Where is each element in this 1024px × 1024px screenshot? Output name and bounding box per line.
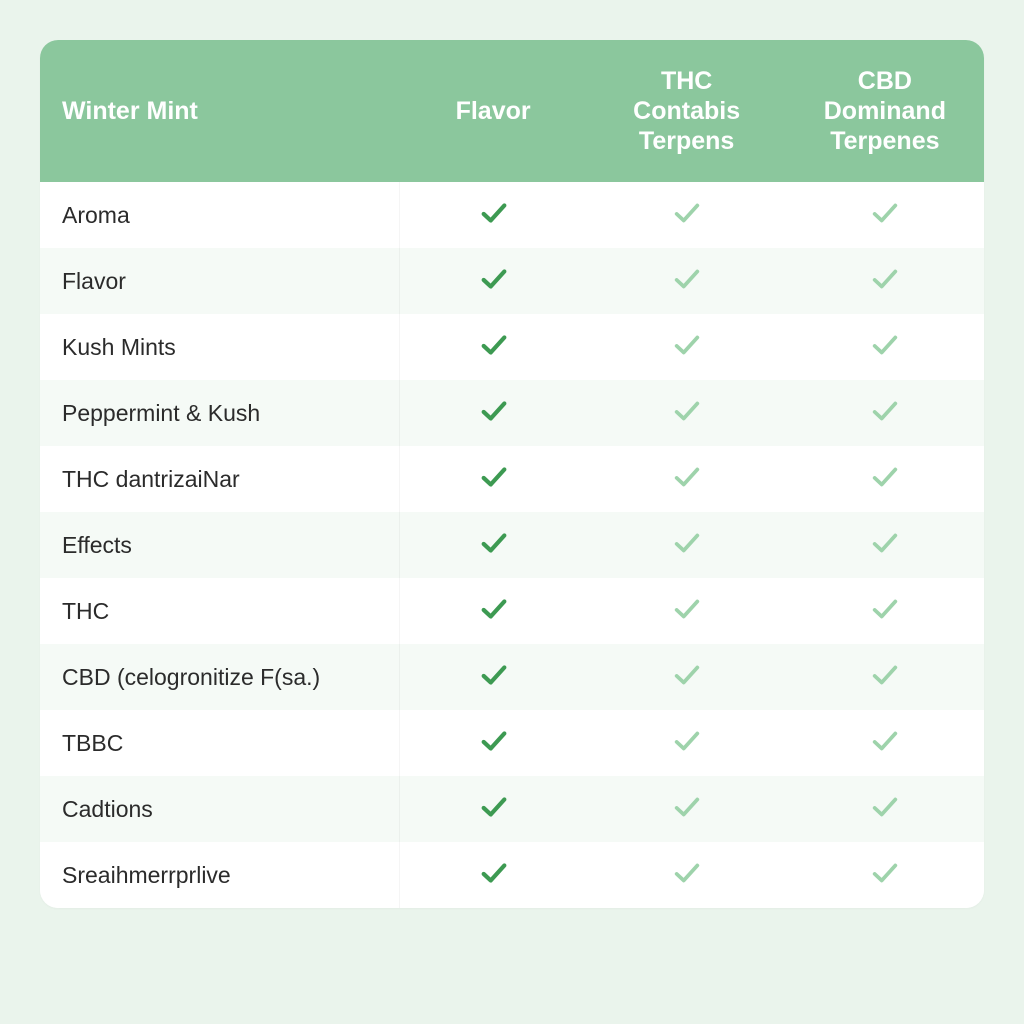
check-icon — [479, 330, 509, 365]
check-icon — [479, 396, 509, 431]
check-icon — [672, 792, 702, 827]
check-icon — [479, 462, 509, 497]
check-icon — [479, 528, 509, 563]
table-header-row: Winter Mint Flavor THC Contabis Terpens … — [40, 40, 984, 182]
check-icon — [870, 264, 900, 299]
col-header-flavor: Flavor — [399, 40, 588, 182]
table-row: CBD (celogronitize F(sa.) — [40, 644, 984, 710]
check-icon — [672, 528, 702, 563]
row-cell — [588, 446, 786, 512]
row-cell — [588, 578, 786, 644]
row-label: TBBC — [40, 710, 399, 776]
row-label: THC dantrizaiNar — [40, 446, 399, 512]
check-icon — [672, 726, 702, 761]
row-label: Flavor — [40, 248, 399, 314]
table-row: THC — [40, 578, 984, 644]
row-cell — [786, 314, 984, 380]
check-icon — [870, 528, 900, 563]
row-cell — [399, 380, 588, 446]
check-icon — [870, 594, 900, 629]
check-icon — [672, 198, 702, 233]
row-cell — [588, 644, 786, 710]
table-row: Sreaihmerrprlive — [40, 842, 984, 908]
row-label: Aroma — [40, 182, 399, 248]
row-label: Kush Mints — [40, 314, 399, 380]
row-cell — [786, 380, 984, 446]
row-cell — [588, 248, 786, 314]
row-cell — [786, 512, 984, 578]
check-icon — [479, 198, 509, 233]
row-cell — [399, 446, 588, 512]
check-icon — [672, 462, 702, 497]
check-icon — [672, 660, 702, 695]
check-icon — [870, 792, 900, 827]
row-cell — [399, 710, 588, 776]
row-cell — [588, 710, 786, 776]
row-cell — [786, 182, 984, 248]
table-row: Kush Mints — [40, 314, 984, 380]
col-header-cbd: CBD Dominand Terpenes — [786, 40, 984, 182]
row-cell — [399, 644, 588, 710]
row-label: Peppermint & Kush — [40, 380, 399, 446]
row-cell — [786, 710, 984, 776]
check-icon — [672, 858, 702, 893]
table-row: Flavor — [40, 248, 984, 314]
row-cell — [399, 248, 588, 314]
table-row: Cadtions — [40, 776, 984, 842]
check-icon — [479, 660, 509, 695]
row-cell — [786, 842, 984, 908]
row-label: THC — [40, 578, 399, 644]
table-row: Effects — [40, 512, 984, 578]
row-cell — [588, 512, 786, 578]
check-icon — [479, 594, 509, 629]
check-icon — [479, 792, 509, 827]
row-cell — [399, 578, 588, 644]
comparison-table: Winter Mint Flavor THC Contabis Terpens … — [40, 40, 984, 908]
check-icon — [870, 198, 900, 233]
row-cell — [588, 182, 786, 248]
row-cell — [399, 182, 588, 248]
row-label: Sreaihmerrprlive — [40, 842, 399, 908]
check-icon — [672, 396, 702, 431]
check-icon — [479, 264, 509, 299]
row-cell — [786, 248, 984, 314]
table-row: THC dantrizaiNar — [40, 446, 984, 512]
row-cell — [399, 842, 588, 908]
check-icon — [870, 660, 900, 695]
check-icon — [479, 858, 509, 893]
check-icon — [672, 264, 702, 299]
check-icon — [870, 858, 900, 893]
col-header-product: Winter Mint — [40, 40, 399, 182]
table-row: Aroma — [40, 182, 984, 248]
row-cell — [588, 776, 786, 842]
table-row: TBBC — [40, 710, 984, 776]
row-cell — [786, 644, 984, 710]
check-icon — [870, 462, 900, 497]
row-cell — [588, 314, 786, 380]
row-label: CBD (celogronitize F(sa.) — [40, 644, 399, 710]
row-label: Cadtions — [40, 776, 399, 842]
row-label: Effects — [40, 512, 399, 578]
row-cell — [588, 380, 786, 446]
row-cell — [786, 776, 984, 842]
row-cell — [588, 842, 786, 908]
row-cell — [786, 446, 984, 512]
check-icon — [479, 726, 509, 761]
table-row: Peppermint & Kush — [40, 380, 984, 446]
row-cell — [786, 578, 984, 644]
row-cell — [399, 512, 588, 578]
row-cell — [399, 776, 588, 842]
col-header-thc: THC Contabis Terpens — [588, 40, 786, 182]
row-cell — [399, 314, 588, 380]
check-icon — [672, 330, 702, 365]
table-body: AromaFlavorKush MintsPeppermint & KushTH… — [40, 182, 984, 908]
check-icon — [870, 330, 900, 365]
check-icon — [870, 396, 900, 431]
check-icon — [870, 726, 900, 761]
check-icon — [672, 594, 702, 629]
